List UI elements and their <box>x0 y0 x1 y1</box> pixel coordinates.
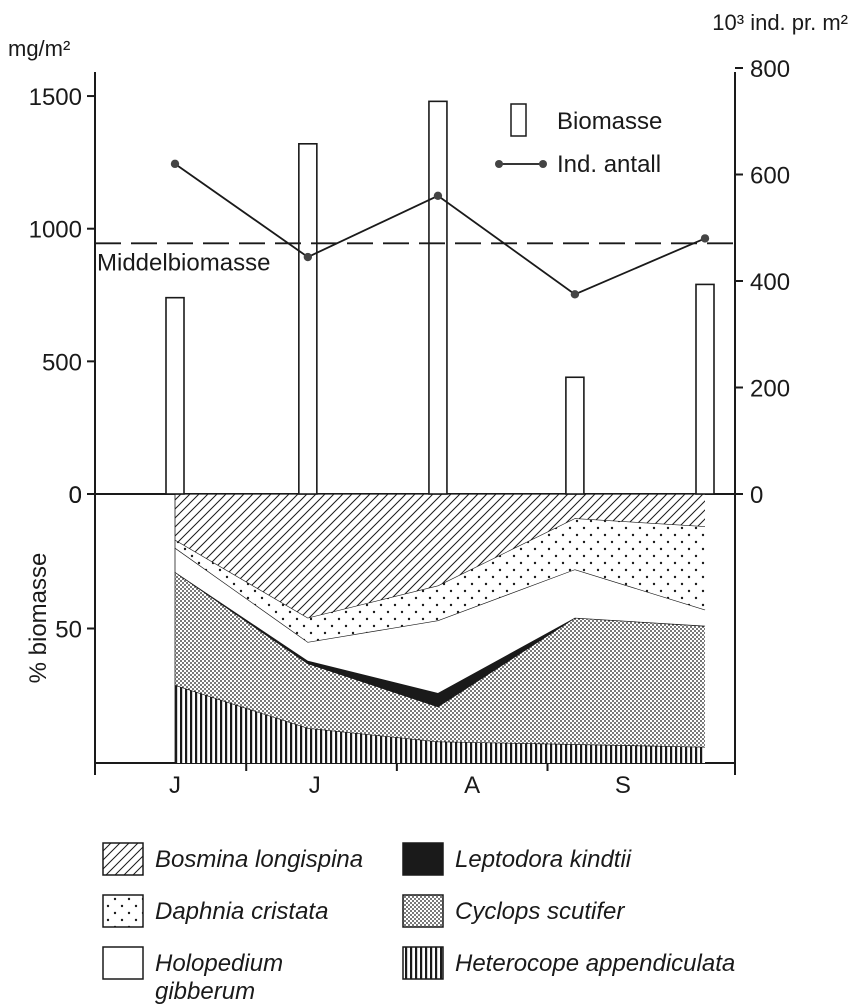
left-tick-label: 0 <box>69 482 82 509</box>
legend-biomasse-label: Biomasse <box>557 108 662 135</box>
month-label: J <box>309 772 321 799</box>
left-axis-unit: mg/m² <box>8 36 70 61</box>
right-tick-label: 0 <box>750 482 763 509</box>
legend-bar-swatch <box>510 103 527 137</box>
individuals-point <box>570 290 580 299</box>
biomass-bar <box>695 283 715 495</box>
legend-label-heterocope-appendiculata: Heterocope appendiculata <box>455 950 735 977</box>
legend-ind-antall-label: Ind. antall <box>557 151 661 178</box>
right-tick-label: 400 <box>750 269 790 296</box>
bottom-y-tick-label: 0 <box>69 482 82 509</box>
area-cyclops-scutifer <box>175 572 705 747</box>
bottom-y-axis-label: % biomasse <box>25 553 52 684</box>
left-tick-label: 1000 <box>29 217 82 244</box>
individuals-line-layer <box>170 159 710 299</box>
legend-label-leptodora-kindtii: Leptodora kindtii <box>455 846 632 873</box>
mean-biomass-line-group: Middelbiomasse <box>95 242 735 276</box>
individuals-point <box>170 159 180 169</box>
legend-swatch-bosmina-longispina <box>102 842 144 876</box>
month-label: A <box>464 772 480 799</box>
species-legend: Bosmina longispina Leptodora kindtii Daphn… <box>102 842 735 1005</box>
month-label: J <box>169 772 181 799</box>
legend-swatch-cyclops-scutifer <box>402 894 444 928</box>
legend-swatch-daphnia-cristata <box>102 894 144 928</box>
legend-swatch-heterocope-appendiculata <box>402 946 444 980</box>
legend-swatch-holopedium-gibberum <box>102 946 144 980</box>
legend-label-holopedium-gibberum: gibberum <box>155 978 255 1005</box>
individuals-point <box>700 234 710 243</box>
legend-label-cyclops-scutifer: Cyclops scutifer <box>455 898 625 925</box>
left-tick-label: 1500 <box>29 84 82 111</box>
top-axis-ticks-group: 0 500 1000 1500 0 200 400 600 800 <box>29 56 790 509</box>
top-legend: Biomasse Ind. antall <box>495 103 662 178</box>
area-holopedium-gibberum <box>175 547 705 694</box>
right-axis-unit: 10³ ind. pr. m² <box>712 10 848 35</box>
biomass-bar <box>428 100 448 495</box>
biomass-bar <box>298 143 318 495</box>
legend-line-marker-right <box>539 160 547 168</box>
stacked-area-layer <box>174 493 706 763</box>
legend-swatch-leptodora-kindtii <box>402 842 444 876</box>
bottom-y-tick-label: 50 <box>55 617 82 644</box>
right-tick-label: 200 <box>750 376 790 403</box>
individuals-point <box>433 191 443 200</box>
legend-label-daphnia-cristata: Daphnia cristata <box>155 898 328 925</box>
biomass-bar <box>165 296 185 495</box>
left-tick-label: 500 <box>42 349 82 376</box>
area-bosmina-longispina <box>175 494 705 618</box>
area-daphnia-cristata <box>175 518 705 642</box>
legend-label-holopedium-gibberum: Holopedium <box>155 950 283 977</box>
area-heterocope-appendiculata <box>175 684 705 763</box>
right-tick-label: 600 <box>750 163 790 190</box>
legend-label-bosmina-longispina: Bosmina longispina <box>155 846 363 873</box>
legend-line-marker-left <box>495 160 503 168</box>
right-tick-label: 800 <box>750 56 790 83</box>
biomass-bar <box>565 376 585 495</box>
bottom-axis-group: 0 50 J J A S <box>55 482 631 799</box>
month-label: S <box>615 772 631 799</box>
mean-biomass-label: Middelbiomasse <box>97 249 270 276</box>
individuals-point <box>303 252 313 262</box>
